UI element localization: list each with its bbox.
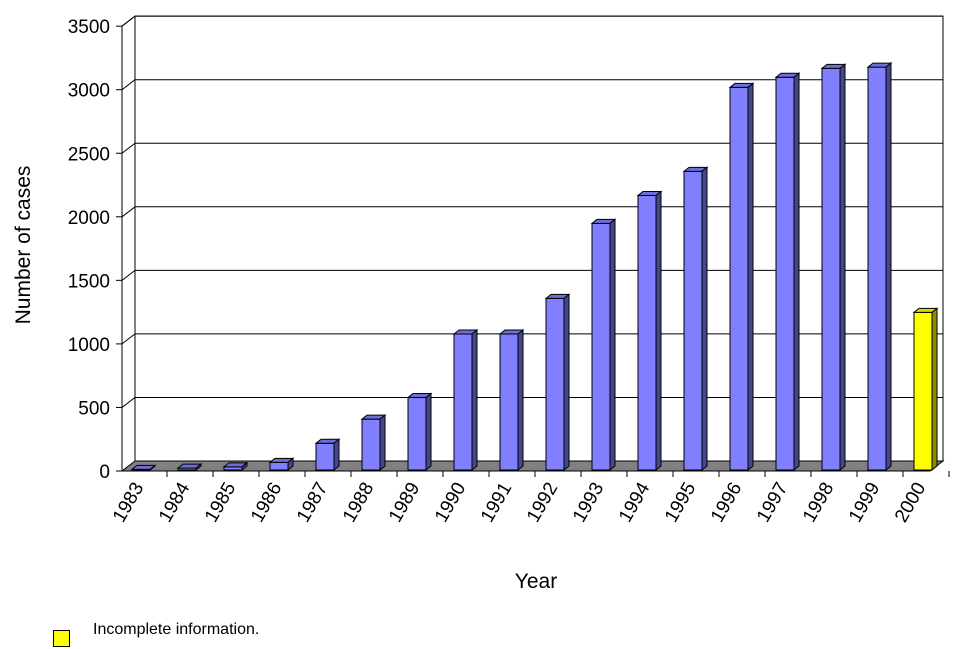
x-tick-label-1983: 1983	[109, 479, 148, 526]
x-axis-title: Year	[515, 570, 557, 593]
x-tick-label-1987: 1987	[293, 479, 332, 526]
y-tick-label: 3000	[68, 81, 110, 102]
bar-front-1993	[591, 222, 611, 471]
x-tick-label-1994: 1994	[615, 479, 655, 526]
x-tick-label-1988: 1988	[339, 479, 378, 526]
x-tick-label-1985: 1985	[201, 479, 240, 526]
y-tick-label: 1000	[68, 335, 110, 356]
bar-side-1992	[563, 293, 570, 472]
bar-2000	[912, 307, 939, 472]
x-tick-label-1999: 1999	[845, 479, 884, 526]
bar-1989	[406, 392, 433, 472]
x-tick-label-1991: 1991	[477, 479, 516, 526]
bar-front-1992	[545, 297, 565, 471]
x-tick-label-1986: 1986	[247, 479, 286, 526]
bar-front-1999	[867, 66, 887, 471]
bar-front-1991	[499, 333, 519, 471]
bar-1983	[130, 464, 157, 472]
bar-side-1987	[333, 438, 340, 472]
bar-1990	[452, 328, 479, 472]
bar-side-2000	[931, 307, 938, 472]
bar-1991	[498, 328, 525, 472]
bar-1986	[268, 457, 295, 472]
bar-side-1990	[471, 328, 478, 472]
bar-front-1990	[453, 333, 473, 471]
bar-1993	[590, 218, 617, 472]
bar-1994	[636, 190, 663, 472]
side-wall-edge	[121, 15, 136, 27]
bar-side-1993	[609, 218, 616, 472]
bar-1995	[682, 166, 709, 472]
y-tick-label: 2000	[68, 208, 110, 229]
bar-1987	[314, 438, 341, 472]
y-tick-label: 1500	[68, 271, 110, 292]
y-tick-label: 2500	[68, 144, 110, 165]
y-tick-label: 3500	[68, 17, 110, 38]
bar-1985	[222, 461, 249, 472]
bar-side-1986	[287, 457, 294, 472]
bar-front-1996	[729, 86, 749, 471]
bar-side-1991	[517, 328, 524, 472]
bar-side-1996	[747, 82, 754, 472]
bar-side-1998	[839, 63, 846, 472]
bar-front-1989	[407, 397, 427, 471]
bar-side-1984	[195, 463, 202, 472]
y-axis-title: Number of cases	[12, 166, 35, 325]
bar-front-1986	[269, 461, 289, 471]
bar-front-1995	[683, 170, 703, 471]
x-tick-label-2000: 2000	[891, 479, 930, 526]
bar-side-1995	[701, 166, 708, 472]
bars	[130, 62, 939, 472]
axes	[116, 25, 950, 477]
bar-1988	[360, 414, 387, 472]
y-tick-label: 500	[78, 398, 110, 419]
bar-side-1994	[655, 190, 662, 472]
x-tick-label-1993: 1993	[569, 479, 608, 526]
bar-front-1994	[637, 194, 657, 471]
bar-side-1983	[149, 464, 156, 472]
bar-side-1999	[885, 62, 892, 472]
x-tick-label-1989: 1989	[385, 479, 424, 526]
legend-swatch-incomplete	[53, 630, 70, 647]
x-tick-label-1997: 1997	[753, 479, 792, 526]
legend-label: Incomplete information.	[93, 621, 260, 638]
x-tick-labels: 1983 1984 1985 1986 1987 1988 1989 1990 1991 1992…	[109, 479, 930, 526]
y-tick-labels: 0 500 1000 1500 2000 2500 3000 3500	[68, 17, 110, 483]
x-tick-label-1995: 1995	[661, 479, 700, 526]
x-tick-label-1998: 1998	[799, 479, 838, 526]
gridline-side	[121, 333, 136, 345]
chart-walls	[120, 15, 945, 472]
bar-front-2000	[913, 311, 933, 471]
gridline-side	[121, 397, 136, 408]
bar-side-1988	[379, 414, 386, 472]
bar-front-1988	[361, 418, 381, 471]
bar-1997	[774, 72, 801, 472]
bar-side-1985	[241, 461, 248, 472]
y-tick-label: 0	[99, 462, 110, 483]
x-tick-label-1992: 1992	[523, 479, 562, 526]
bar-1984	[176, 463, 203, 472]
bar-front-1987	[315, 442, 335, 471]
bar-1999	[866, 62, 893, 472]
x-tick-label-1996: 1996	[707, 479, 746, 526]
x-tick-label-1990: 1990	[431, 479, 470, 526]
gridline-side	[121, 269, 136, 281]
gridline-side	[121, 206, 136, 218]
bar-side-1989	[425, 392, 432, 472]
gridline-side	[121, 142, 136, 154]
bar-1998	[820, 63, 847, 472]
gridline-side	[121, 79, 136, 91]
x-tick-label-1984: 1984	[155, 479, 195, 526]
bar-1992	[544, 293, 571, 472]
bar-front-1997	[775, 76, 795, 471]
bar-front-1998	[821, 67, 841, 471]
bar-1996	[728, 82, 755, 472]
gridlines	[121, 15, 943, 408]
bar-side-1997	[793, 72, 800, 472]
